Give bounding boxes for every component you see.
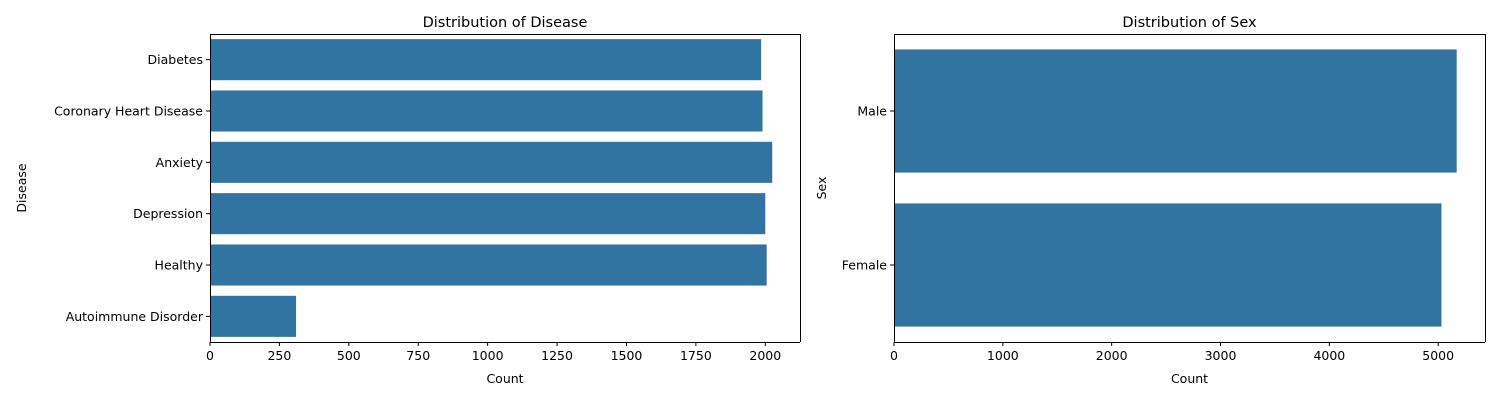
x-tick-label: 1500 [611,348,643,363]
sex-chart: Distribution of Sex 0 1000 2000 3000 4000 500… [814,15,1486,386]
x-tick-label: 5000 [1422,348,1454,363]
x-axis-label: Count [1171,371,1208,386]
y-tick-label: Depression [133,206,203,221]
bar-depression [210,193,766,235]
bar-female [894,203,1442,327]
x-tick-label: 1000 [472,348,504,363]
y-tick-label: Male [857,104,887,119]
x-tick-label: 0 [206,348,214,363]
x-tick-label: 1000 [987,348,1019,363]
x-tick-label: 250 [267,348,291,363]
x-ticks-group: 0 1000 2000 3000 4000 5000 [890,342,1454,363]
disease-chart: Distribution of Disease 0 250 500 750 1000 12… [14,15,801,386]
x-tick-label: 3000 [1205,348,1237,363]
y-tick-label: Healthy [155,258,204,273]
y-ticks-group: Male Female [842,104,894,273]
y-tick-label: Female [842,258,888,273]
x-tick-label: 750 [406,348,430,363]
y-axis-label: Sex [814,177,829,200]
bars-group [894,49,1457,327]
x-tick-label: 2000 [749,348,781,363]
x-axis-label: Count [486,371,523,386]
bar-male [894,49,1457,173]
y-ticks-group: Diabetes Coronary Heart Disease Anxiety Dep… [54,52,210,324]
y-tick-label: Anxiety [156,155,204,170]
bar-anxiety [210,141,773,183]
x-tick-label: 1750 [680,348,712,363]
bars-group [210,39,773,337]
chart-title: Distribution of Disease [423,15,588,31]
x-tick-label: 1250 [541,348,573,363]
y-tick-label: Diabetes [148,52,204,67]
x-ticks-group: 0 250 500 750 1000 1250 1500 1750 2000 [206,342,781,363]
x-tick-label: 500 [337,348,361,363]
x-tick-label: 2000 [1096,348,1128,363]
chart-title: Distribution of Sex [1122,15,1257,31]
y-tick-label: Coronary Heart Disease [54,104,203,119]
x-tick-label: 0 [890,348,898,363]
bar-autoimmune-disorder [210,295,297,337]
bar-diabetes [210,39,762,81]
y-axis-label: Disease [14,163,29,212]
y-tick-label: Autoimmune Disorder [66,309,204,324]
x-tick-label: 4000 [1313,348,1345,363]
bar-coronary-heart-disease [210,90,763,132]
bar-healthy [210,244,767,286]
